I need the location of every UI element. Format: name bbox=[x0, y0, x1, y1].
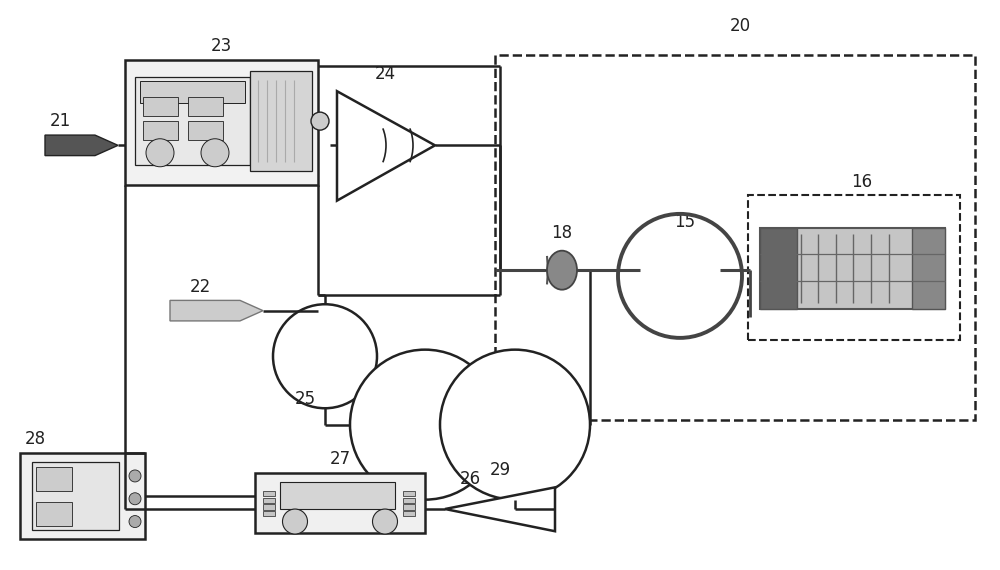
Polygon shape bbox=[337, 91, 435, 201]
Bar bbox=[143, 121, 178, 140]
Bar bbox=[403, 498, 415, 503]
Text: 20: 20 bbox=[729, 17, 751, 35]
Ellipse shape bbox=[440, 349, 590, 500]
Bar bbox=[263, 491, 275, 496]
Bar bbox=[280, 482, 395, 509]
Bar bbox=[188, 121, 223, 140]
Ellipse shape bbox=[129, 492, 141, 505]
Text: 21: 21 bbox=[49, 112, 71, 131]
Bar bbox=[748, 195, 960, 340]
Bar bbox=[263, 504, 275, 510]
Bar bbox=[250, 71, 312, 171]
Ellipse shape bbox=[372, 509, 398, 534]
Ellipse shape bbox=[201, 139, 229, 167]
Text: 27: 27 bbox=[329, 450, 351, 468]
Bar bbox=[403, 504, 415, 510]
Bar bbox=[125, 60, 318, 185]
Bar bbox=[32, 462, 119, 530]
Text: 28: 28 bbox=[24, 430, 46, 448]
Text: 18: 18 bbox=[551, 224, 573, 242]
Bar bbox=[263, 511, 275, 516]
Bar bbox=[140, 81, 245, 103]
Text: 29: 29 bbox=[489, 461, 511, 479]
Text: 16: 16 bbox=[851, 173, 873, 192]
Text: 24: 24 bbox=[374, 65, 396, 83]
Ellipse shape bbox=[311, 112, 329, 130]
Bar bbox=[760, 228, 945, 309]
Polygon shape bbox=[445, 487, 555, 531]
Bar bbox=[188, 97, 223, 116]
Text: 15: 15 bbox=[674, 213, 696, 231]
Ellipse shape bbox=[350, 349, 500, 500]
Text: 25: 25 bbox=[294, 390, 316, 408]
Polygon shape bbox=[170, 300, 263, 321]
Bar bbox=[36, 502, 72, 526]
Text: 26: 26 bbox=[459, 470, 481, 488]
Ellipse shape bbox=[283, 509, 308, 534]
Text: 23: 23 bbox=[211, 36, 232, 55]
Bar bbox=[760, 228, 797, 309]
Bar bbox=[495, 55, 975, 420]
Text: 22: 22 bbox=[189, 278, 211, 296]
Ellipse shape bbox=[146, 139, 174, 167]
Ellipse shape bbox=[547, 251, 577, 290]
Bar bbox=[143, 97, 178, 116]
Polygon shape bbox=[45, 135, 118, 156]
Bar bbox=[403, 491, 415, 496]
Bar bbox=[255, 473, 425, 533]
Ellipse shape bbox=[129, 470, 141, 482]
Bar bbox=[263, 498, 275, 503]
Ellipse shape bbox=[129, 515, 141, 528]
Bar bbox=[20, 453, 145, 539]
Bar bbox=[403, 511, 415, 516]
Ellipse shape bbox=[273, 304, 377, 408]
Bar bbox=[135, 77, 250, 165]
Bar bbox=[36, 467, 72, 491]
Bar bbox=[912, 228, 945, 309]
